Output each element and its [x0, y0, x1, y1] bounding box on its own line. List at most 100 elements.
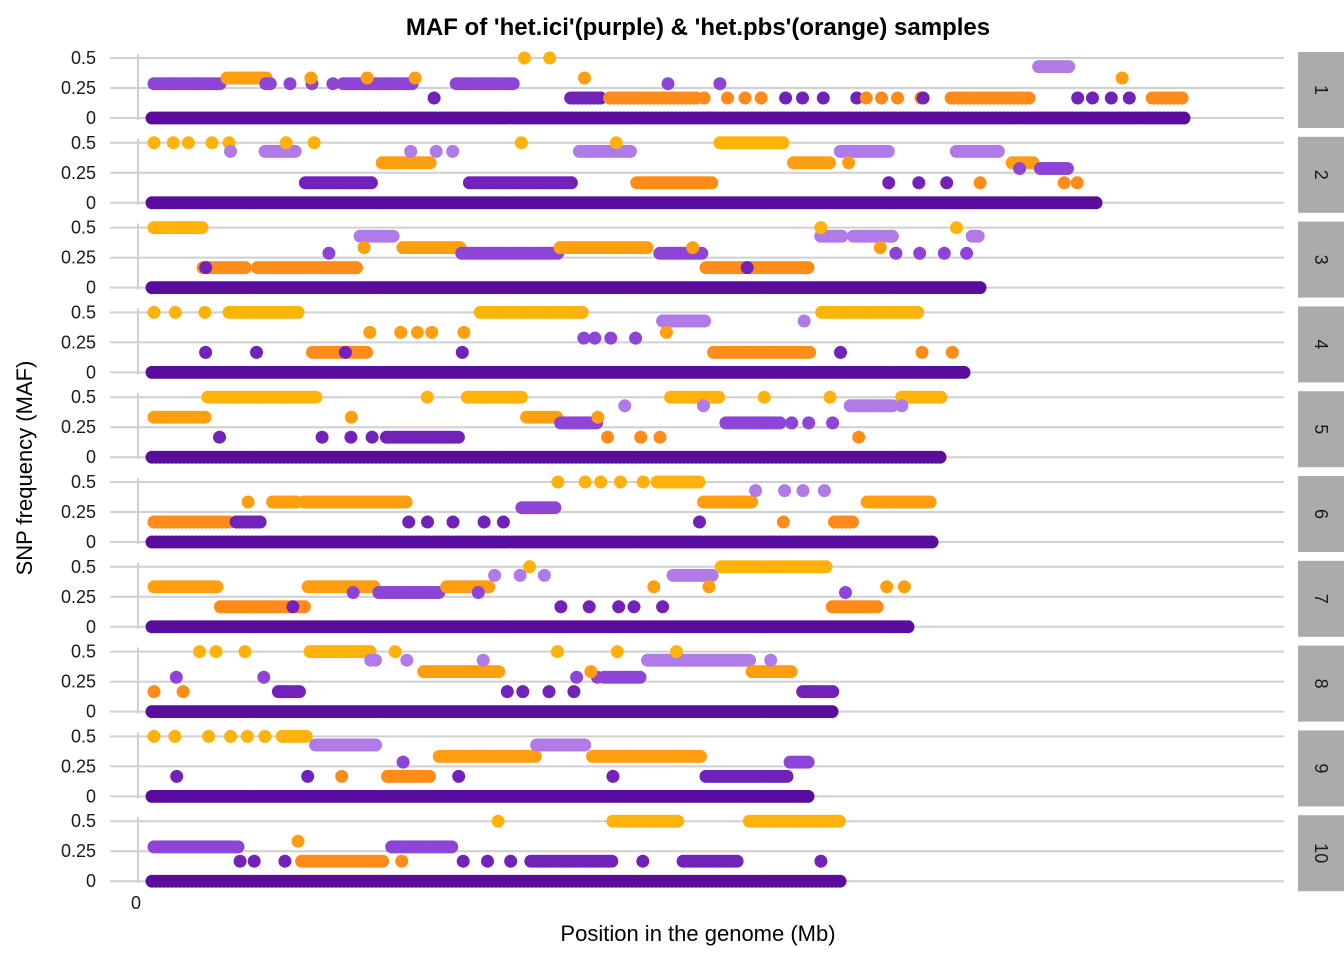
het-pbs-point — [1070, 176, 1084, 190]
het-pbs-point — [897, 580, 911, 594]
het-ici-point — [1086, 91, 1099, 105]
het-ici-point — [548, 501, 562, 515]
het-ici-point — [825, 705, 839, 719]
het-ici-point — [913, 246, 927, 260]
het-ici-point — [315, 430, 329, 444]
het-pbs-point — [238, 261, 252, 275]
het-ici-point — [471, 586, 485, 599]
facet-strip — [1298, 560, 1344, 637]
facet-strip-label: 2 — [1311, 170, 1331, 180]
het-ici-point — [488, 568, 502, 582]
het-pbs-point — [168, 305, 182, 319]
maf-points — [147, 390, 948, 444]
het-ici-point — [814, 854, 828, 868]
het-ici-point — [1104, 91, 1118, 105]
het-ici-point — [263, 77, 277, 91]
het-pbs-point — [692, 475, 706, 489]
het-ici-point — [895, 399, 909, 413]
het-ici-point — [496, 515, 510, 529]
het-ici-point — [445, 840, 459, 854]
het-pbs-point — [934, 390, 948, 404]
het-pbs-point — [823, 390, 837, 404]
het-pbs-point — [210, 580, 224, 594]
het-ici-point — [971, 229, 985, 243]
y-tick-label: 0 — [86, 532, 96, 552]
het-pbs-point — [754, 91, 768, 105]
y-tick-label: 0.25 — [61, 417, 96, 437]
het-ici-point — [778, 484, 792, 498]
het-pbs-point — [195, 221, 209, 235]
x-tick-label: 0 — [131, 893, 141, 913]
het-ici-point — [554, 600, 568, 614]
het-ici-point — [916, 91, 930, 105]
ici-baseline-points — [145, 281, 987, 295]
het-pbs-point — [584, 665, 598, 679]
het-pbs-point — [832, 814, 846, 828]
het-pbs-point — [425, 325, 439, 339]
maf-points — [147, 136, 1084, 190]
het-pbs-point — [738, 91, 752, 105]
maf-points — [147, 221, 985, 275]
y-tick-label: 0 — [86, 786, 96, 806]
het-pbs-point — [653, 430, 667, 444]
het-ici-point — [912, 176, 926, 190]
facet-panel-chr-4: 0 0.25 0.5 4 — [61, 302, 1344, 383]
facet-strip-label: 8 — [1311, 679, 1331, 689]
het-ici-point — [885, 229, 899, 243]
het-pbs-point — [659, 325, 673, 339]
facet-panel-chr-1: 0 0.25 0.5 1 — [61, 48, 1344, 128]
het-pbs-point — [291, 834, 305, 848]
het-ici-point — [933, 450, 947, 464]
het-pbs-point — [147, 729, 161, 743]
het-ici-point — [582, 600, 596, 614]
het-ici-point — [338, 345, 352, 359]
ici-baseline-points — [145, 874, 847, 888]
ici-baseline-points — [145, 620, 915, 634]
het-pbs-point — [823, 156, 836, 170]
facet-panel-chr-3: 0 0.25 0.5 3 — [61, 218, 1344, 298]
facet-strip-label: 7 — [1311, 594, 1331, 604]
het-ici-point — [1071, 91, 1085, 105]
het-ici-point — [224, 144, 237, 158]
facet-strip-label: 9 — [1311, 763, 1331, 773]
het-pbs-point — [360, 345, 373, 359]
het-pbs-point — [399, 495, 413, 509]
het-ici-point — [451, 430, 465, 444]
het-ici-point — [623, 144, 637, 158]
het-ici-point — [247, 854, 261, 868]
het-ici-point — [516, 685, 530, 699]
het-ici-point — [839, 586, 852, 599]
het-pbs-point — [376, 854, 390, 868]
y-tick-label: 0 — [86, 108, 96, 128]
het-ici-point — [577, 331, 591, 345]
het-pbs-point — [671, 814, 685, 828]
y-tick-label: 0.5 — [71, 472, 96, 492]
het-pbs-point — [973, 176, 987, 190]
het-ici-point — [835, 229, 849, 243]
het-pbs-point — [360, 71, 374, 85]
het-pbs-point — [694, 749, 707, 763]
het-pbs-point — [258, 729, 272, 743]
het-ici-point — [656, 600, 670, 614]
facet-strip-label: 10 — [1311, 843, 1331, 863]
het-ici-point — [564, 176, 578, 190]
ici-baseline-points — [145, 196, 1103, 210]
het-pbs-point — [757, 390, 771, 404]
het-ici-point — [402, 515, 416, 529]
het-ici-point — [889, 246, 903, 260]
het-pbs-point — [870, 600, 884, 614]
het-ici-point — [698, 314, 712, 328]
y-tick-label: 0.5 — [71, 302, 96, 322]
het-ici-point — [257, 670, 271, 684]
y-tick-label: 0 — [86, 278, 96, 298]
het-ici-point — [504, 854, 518, 868]
het-pbs-point — [408, 71, 422, 85]
het-ici-point — [429, 144, 443, 158]
y-tick-label: 0.25 — [61, 332, 96, 352]
het-pbs-point — [410, 325, 424, 339]
het-ici-point — [973, 281, 987, 295]
het-ici-point — [834, 345, 847, 359]
het-ici-point — [567, 685, 581, 699]
het-pbs-point — [395, 854, 409, 868]
het-pbs-point — [776, 136, 790, 150]
